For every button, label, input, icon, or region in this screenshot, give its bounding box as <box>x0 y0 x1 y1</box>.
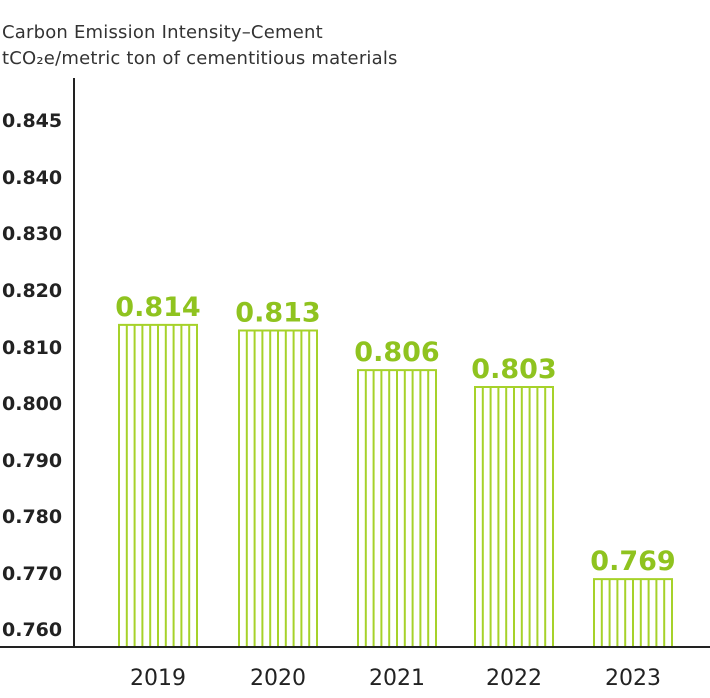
data-label-2019: 0.814 <box>115 292 200 323</box>
bar-2022 <box>474 386 554 647</box>
x-ticks-group: 2019 2020 2021 2022 2023 <box>130 666 661 691</box>
data-label-2023: 0.769 <box>590 546 675 577</box>
bars-group <box>118 323 673 647</box>
x-tick-label-2022: 2022 <box>486 666 542 691</box>
bar-2021 <box>357 369 437 647</box>
x-tick-label-2020: 2020 <box>250 666 306 691</box>
y-tick-label: 0.770 <box>2 563 62 585</box>
y-tick-label: 0.780 <box>2 506 62 528</box>
data-label-2021: 0.806 <box>354 337 439 368</box>
y-tick-label: 0.820 <box>2 280 62 302</box>
chart-title-block: Carbon Emission Intensity–Cement tCO₂e/m… <box>2 20 398 72</box>
data-label-2020: 0.813 <box>235 298 320 329</box>
y-ticks-group: 0.845 0.840 0.830 0.820 0.810 0.800 0.790 0.780… <box>2 110 62 641</box>
y-tick-label: 0.830 <box>2 223 62 245</box>
y-tick-label: 0.760 <box>2 619 62 641</box>
bar-2020 <box>238 329 318 647</box>
y-tick-label: 0.800 <box>2 393 62 415</box>
y-tick-label: 0.810 <box>2 337 62 359</box>
y-tick-label: 0.840 <box>2 167 62 189</box>
bar-2023 <box>593 578 673 647</box>
x-tick-label-2019: 2019 <box>130 666 186 691</box>
y-tick-label: 0.790 <box>2 450 62 472</box>
x-tick-label-2023: 2023 <box>605 666 661 691</box>
data-label-2022: 0.803 <box>471 354 556 385</box>
chart-title: Carbon Emission Intensity–Cement <box>2 22 323 43</box>
chart-subtitle: tCO₂e/metric ton of cementitious materia… <box>2 48 398 69</box>
y-tick-label: 0.845 <box>2 110 62 132</box>
data-labels-group: 0.814 0.813 0.806 0.803 0.769 <box>115 292 675 577</box>
x-tick-label-2021: 2021 <box>369 666 425 691</box>
bar-2019 <box>118 323 198 647</box>
